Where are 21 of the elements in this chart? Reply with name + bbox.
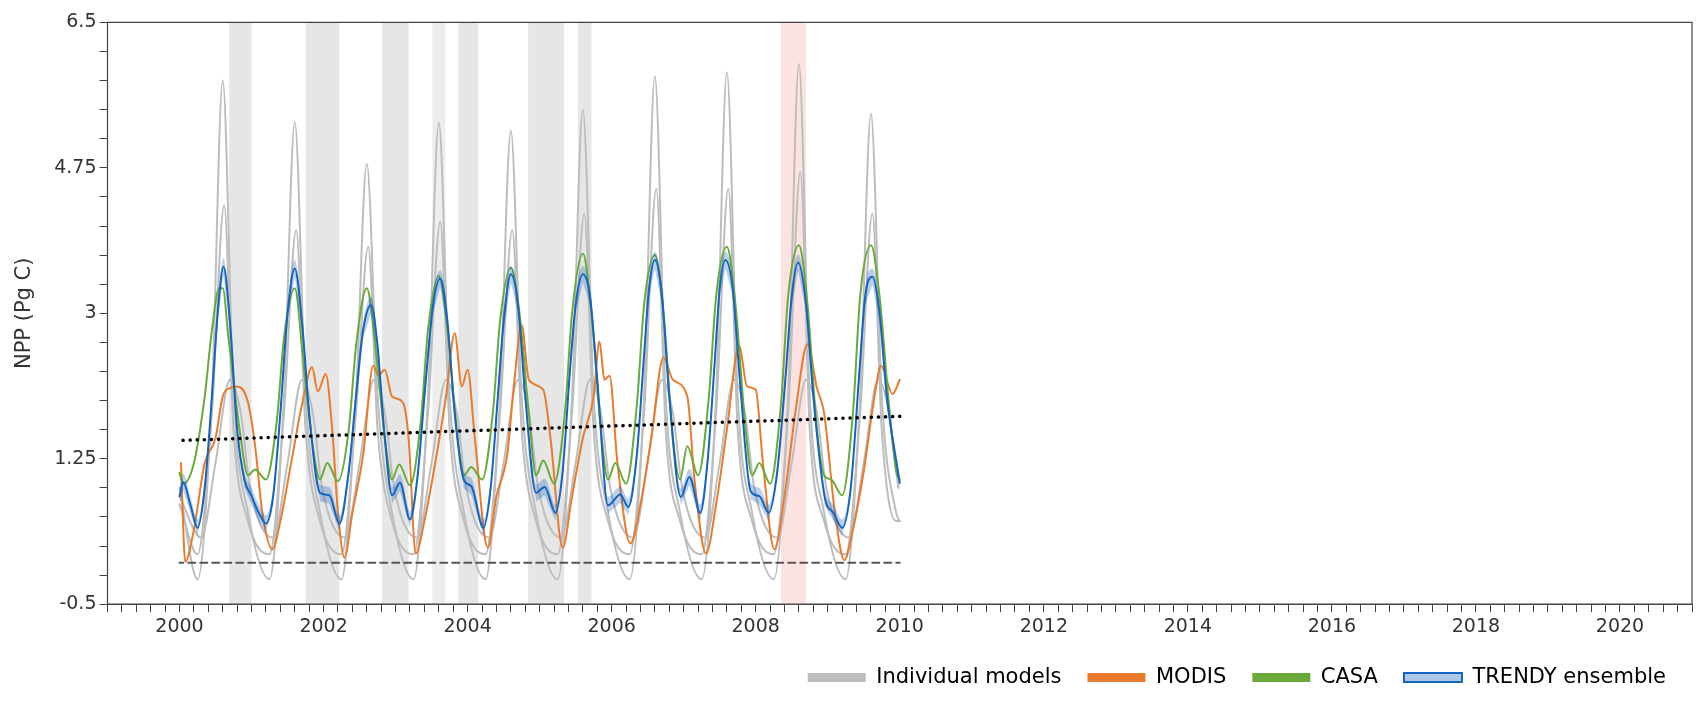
x-tick-label: 2012 — [1019, 613, 1068, 636]
y-tick-label: 4.75 — [54, 154, 97, 177]
x-tick-label: 2014 — [1163, 613, 1213, 636]
x-tick-label: 2006 — [587, 613, 636, 636]
x-tick-label: 2002 — [299, 613, 348, 636]
y-tick-label: 6.5 — [66, 9, 97, 32]
legend-label: CASA — [1320, 663, 1379, 688]
y-tick-label: -0.5 — [59, 591, 97, 614]
legend-label: MODIS — [1155, 663, 1227, 688]
legend-label: Individual models — [876, 663, 1062, 688]
x-tick-label: 2008 — [731, 613, 780, 636]
x-tick-label: 2018 — [1451, 613, 1501, 636]
y-tick-label: 1.25 — [54, 445, 97, 468]
y-axis-title: NPP (Pg C) — [11, 257, 36, 370]
x-tick-label: 2010 — [875, 613, 924, 636]
y-tick-label: 3 — [84, 300, 97, 323]
x-tick-label: 2020 — [1595, 613, 1645, 636]
x-tick-label: 2016 — [1307, 613, 1357, 636]
legend-label: TRENDY ensemble — [1471, 663, 1667, 688]
x-tick-label: 2004 — [443, 613, 492, 636]
x-tick-label: 2000 — [155, 613, 204, 636]
